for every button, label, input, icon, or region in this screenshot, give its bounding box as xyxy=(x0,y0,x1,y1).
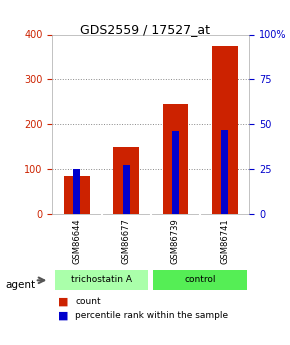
Bar xyxy=(64,176,90,214)
FancyBboxPatch shape xyxy=(55,270,148,290)
Bar xyxy=(123,166,130,214)
Bar xyxy=(221,130,228,214)
Text: ■: ■ xyxy=(58,297,68,307)
Bar xyxy=(162,104,188,214)
Text: control: control xyxy=(184,275,216,284)
Text: GSM86644: GSM86644 xyxy=(72,219,81,264)
Text: agent: agent xyxy=(6,280,36,289)
Bar xyxy=(113,147,139,214)
Text: ■: ■ xyxy=(58,311,68,321)
Text: GSM86677: GSM86677 xyxy=(122,219,131,264)
Text: count: count xyxy=(75,297,101,306)
Text: trichostatin A: trichostatin A xyxy=(71,275,132,284)
Text: GSM86741: GSM86741 xyxy=(220,219,229,264)
FancyBboxPatch shape xyxy=(153,270,247,290)
Bar xyxy=(172,131,179,214)
Text: percentile rank within the sample: percentile rank within the sample xyxy=(75,311,229,320)
Text: GDS2559 / 17527_at: GDS2559 / 17527_at xyxy=(80,23,210,36)
Text: GSM86739: GSM86739 xyxy=(171,219,180,264)
Bar xyxy=(212,46,238,214)
Bar xyxy=(73,169,80,214)
